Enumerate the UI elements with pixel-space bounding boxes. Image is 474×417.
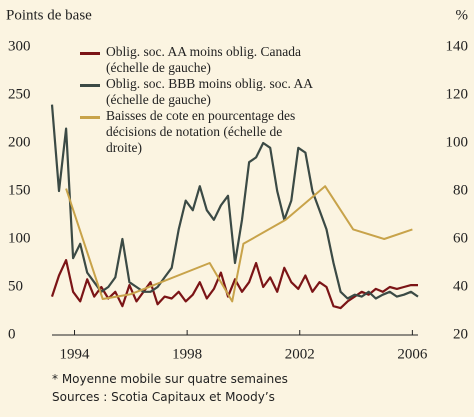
note: * Moyenne mobile sur quatre semaines [52, 372, 288, 386]
x-tick-label: 1998 [172, 346, 202, 360]
series-line [50, 104, 419, 300]
y-tick-label: 200 [8, 134, 31, 150]
legend-label: Oblig. soc. BBB moins oblig. soc. AA (éc… [106, 76, 313, 107]
x-tick-label: 1994 [60, 346, 91, 360]
y-axis-title: Points de base [6, 7, 92, 23]
legend-label: Oblig. soc. AA moins oblig. Canada (éche… [106, 44, 301, 75]
y2-tick-label: 100 [446, 134, 469, 150]
series-line [65, 185, 413, 303]
legend-swatch [80, 116, 100, 119]
legend: Oblig. soc. AA moins oblig. Canada (éche… [78, 44, 318, 156]
legend-item: Oblig. soc. AA moins oblig. Canada (éche… [78, 44, 318, 76]
y-tick-label: 150 [8, 182, 31, 198]
legend-swatch [80, 84, 100, 87]
y2-tick-label: 140 [446, 38, 469, 54]
legend-item: Oblig. soc. BBB moins oblig. soc. AA (éc… [78, 76, 318, 108]
y-tick-label: 100 [8, 230, 31, 246]
y2-tick-label: 20 [453, 326, 468, 342]
y-tick-label: 50 [8, 278, 23, 294]
y2-axis-title: % [456, 7, 469, 23]
note: Sources : Scotia Capitaux et Moody’s [52, 390, 275, 404]
legend-swatch [80, 52, 100, 55]
y2-tick-label: 120 [446, 86, 469, 102]
y2-tick-label: 60 [453, 230, 468, 246]
y2-tick-label: 40 [453, 278, 468, 294]
y-tick-label: 300 [8, 38, 31, 54]
legend-item: Baisses de cote en pourcentage des décis… [78, 108, 318, 156]
plot: Points de base % 0 50 100 150 200 250 300 20 40 6… [6, 7, 469, 360]
y-tick-label: 0 [8, 326, 16, 342]
y-tick-label: 250 [8, 86, 31, 102]
y2-tick-label: 80 [453, 182, 468, 198]
legend-label: Baisses de cote en pourcentage des décis… [106, 108, 296, 155]
x-tick-label: 2006 [397, 346, 428, 360]
x-tick-label: 2002 [285, 346, 315, 360]
